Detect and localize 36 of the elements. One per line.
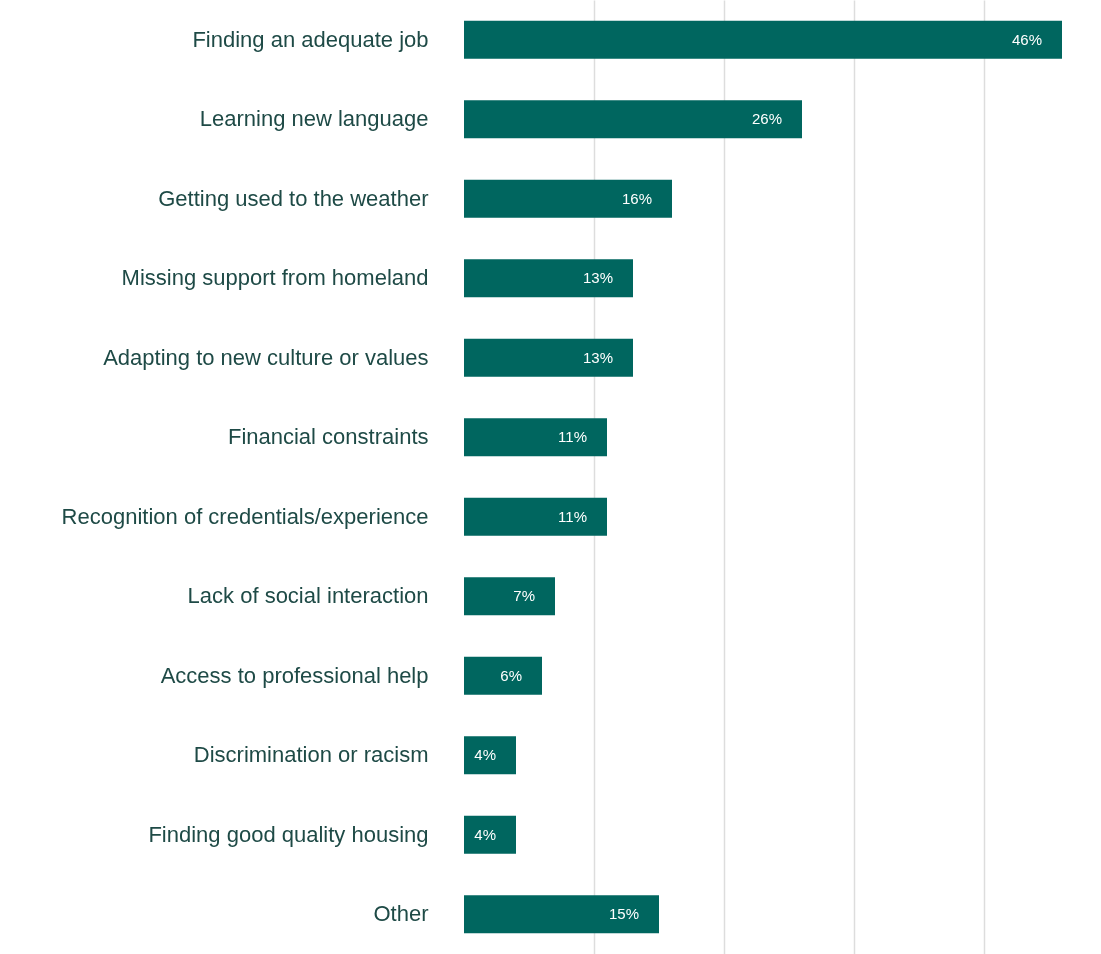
data-label: 4% [474, 746, 496, 764]
bar [464, 20, 1062, 59]
bar [464, 815, 516, 854]
y-tick-label: Learning new language [199, 106, 429, 132]
data-label: 13% [582, 269, 613, 287]
bar [464, 577, 555, 616]
data-label: 15% [608, 905, 639, 923]
data-label: 46% [1011, 30, 1042, 48]
y-tick-label: Other [373, 901, 429, 927]
bar [464, 100, 802, 139]
bar [464, 259, 633, 298]
bar [464, 895, 659, 934]
bar [464, 338, 633, 377]
y-tick-label: Access to professional help [160, 662, 429, 688]
data-label: 26% [751, 110, 782, 128]
y-tick-label: Financial constraints [227, 424, 429, 450]
y-tick-label: Lack of social interaction [187, 583, 429, 609]
data-label: 11% [558, 507, 587, 525]
data-label: 13% [582, 348, 613, 366]
y-tick-label: Recognition of credentials/experience [61, 503, 429, 529]
y-tick-label: Finding an adequate job [192, 26, 429, 52]
y-tick-label: Discrimination or racism [193, 742, 429, 768]
data-label: 11% [558, 428, 587, 446]
bar [464, 497, 607, 536]
bar [464, 656, 542, 695]
data-label: 7% [513, 587, 535, 605]
y-tick-label: Missing support from homeland [121, 265, 429, 291]
bar [464, 418, 607, 457]
data-label: 6% [500, 666, 522, 684]
bar [464, 736, 516, 775]
y-tick-label: Finding good quality housing [148, 821, 429, 847]
data-label: 16% [621, 189, 652, 207]
y-tick-label: Adapting to new culture or values [103, 344, 429, 370]
data-label: 4% [474, 825, 496, 843]
bar [464, 179, 672, 218]
y-tick-label: Getting used to the weather [158, 185, 429, 211]
